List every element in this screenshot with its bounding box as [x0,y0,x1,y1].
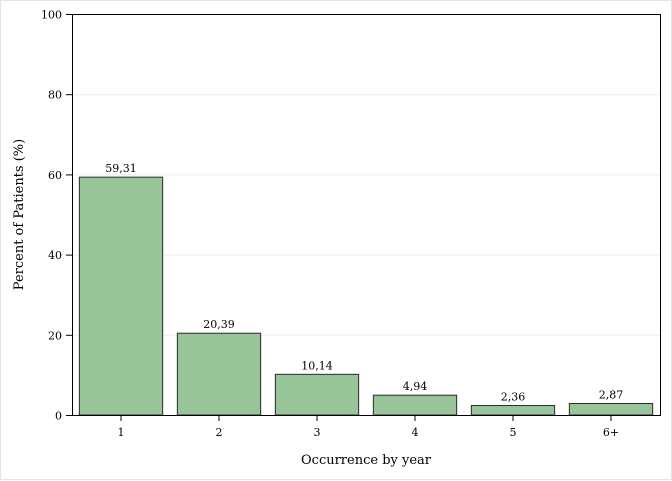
data-label-1: 59,31 [105,162,137,175]
y-tick-label: 60 [48,169,62,182]
y-tick-label: 80 [48,89,62,102]
x-tick-label: 5 [510,426,517,439]
plot-frame [72,14,661,416]
x-axis-title: Occurrence by year [301,453,432,468]
data-label-6+: 2,87 [599,388,624,401]
bar-4 [372,394,458,416]
data-label-2: 20,39 [203,318,235,331]
x-tick-label: 2 [216,426,223,439]
data-label-3: 10,14 [301,359,333,372]
bar-6+ [568,402,654,416]
y-tick-label: 20 [48,329,62,342]
x-tick-label: 4 [412,426,419,439]
x-tick-label: 3 [314,426,321,439]
bar-2 [176,332,262,416]
bar-5 [470,405,556,416]
y-tick-label: 100 [41,9,62,22]
x-tick-label: 6+ [603,426,619,439]
data-labels: 59,31 20,39 10,14 4,94 2,36 2,87 [105,162,623,403]
data-label-5: 2,36 [501,391,526,404]
bars [78,176,654,416]
bar-1 [78,176,164,416]
x-tick-label: 1 [118,426,125,439]
bar-3 [274,373,360,416]
y-tick-label: 40 [48,249,62,262]
y-tick-label: 0 [55,410,62,423]
axes: 1 2 3 4 5 6+ 0 20 40 60 80 100 [41,9,661,439]
y-axis-title: Percent of Patients (%) [12,139,27,290]
data-label-4: 4,94 [403,380,428,393]
